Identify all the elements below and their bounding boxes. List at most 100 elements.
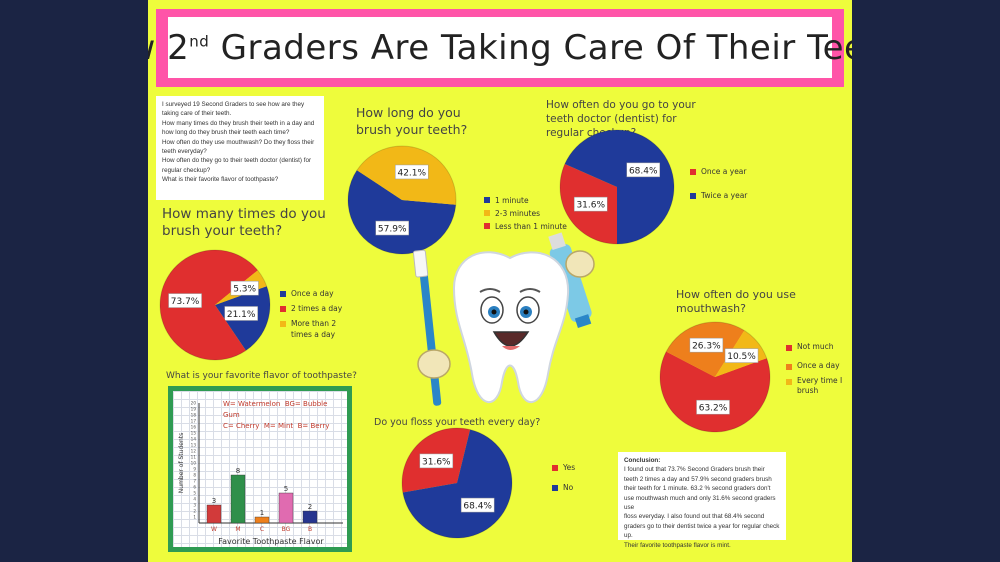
bar — [206, 504, 222, 524]
y-tick-label: 6 — [193, 485, 196, 490]
floss-legend: Yes No — [552, 458, 575, 498]
bar-value-label: 1 — [260, 509, 264, 517]
legend-item: Not much — [786, 342, 845, 352]
legend-swatch — [280, 321, 286, 327]
legend-swatch — [484, 210, 490, 216]
brush-duration-legend: 1 minute 2-3 minutes Less than 1 minute — [484, 194, 567, 233]
floss-pie: 31.6% 68.4% — [401, 427, 513, 539]
intro-line: What is their favorite flavor of toothpa… — [162, 176, 279, 184]
tooth-icon — [452, 251, 570, 403]
title-box: How 2nd Graders Are Taking Care Of Their… — [148, 17, 852, 78]
svg-text:73.7%: 73.7% — [171, 297, 200, 307]
pie-slice — [160, 250, 258, 360]
intro-line: I surveyed 19 Second Graders to see how … — [162, 101, 305, 118]
y-tick-label: 12 — [191, 449, 197, 454]
pie-value-label: 10.5% — [724, 348, 759, 363]
legend-swatch — [484, 197, 490, 203]
svg-text:5.3%: 5.3% — [233, 285, 256, 295]
pie-value-label: 68.4% — [626, 162, 661, 178]
legend-item: 2 times a day — [280, 303, 342, 314]
toothpaste-title: What is your favorite flavor of toothpas… — [166, 371, 357, 381]
intro-card: I surveyed 19 Second Graders to see how … — [156, 96, 324, 200]
poster: How 2nd Graders Are Taking Care Of Their… — [148, 0, 852, 562]
legend-item: More than 2 times a day — [280, 318, 342, 340]
x-tick-label: BG — [282, 526, 291, 533]
legend-item: 1 minute — [484, 194, 567, 207]
y-axis-label: Number of Students — [178, 433, 185, 493]
legend-item: Once a day — [786, 361, 845, 371]
svg-text:10.5%: 10.5% — [727, 352, 756, 362]
y-tick-label: 11 — [191, 455, 197, 460]
flavor-key-item: BG= Bubble Gum — [223, 400, 328, 419]
legend-item: Twice a year — [690, 184, 747, 208]
poster-title: How 2nd Graders Are Taking Care Of Their… — [148, 27, 852, 68]
legend-swatch — [280, 306, 286, 312]
legend-item: 2-3 minutes — [484, 207, 567, 220]
y-tick-label: 17 — [191, 419, 197, 424]
y-tick-label: 8 — [193, 473, 196, 478]
bar-value-label: 5 — [284, 485, 288, 493]
flavor-key-item: M= Mint — [263, 422, 294, 430]
hand-icon — [417, 250, 595, 379]
toothpaste-tube-icon — [548, 232, 592, 329]
pie-value-label: 31.6% — [573, 196, 608, 212]
toothpaste-bar-chart: 1234567891011121314151617181920Favorite … — [178, 401, 343, 546]
y-tick-label: 19 — [191, 407, 197, 412]
y-tick-label: 9 — [193, 467, 196, 472]
x-tick-label: M — [235, 526, 240, 533]
conclusion-line: Their favorite toothpaste flavor is mint… — [624, 541, 731, 549]
bar — [278, 492, 294, 524]
bar — [254, 516, 270, 524]
pie-value-label: 21.1% — [224, 306, 258, 321]
legend-swatch — [484, 223, 490, 229]
intro-line: How many times do they brush their teeth… — [162, 119, 315, 137]
pie-slice — [660, 351, 770, 432]
conclusion-line: I found out that 73.7% Second Graders br… — [624, 466, 772, 483]
legend-item: Every time I brush — [786, 376, 845, 396]
conclusion-line: floss everyday. I also found out that 68… — [624, 513, 780, 540]
svg-text:42.1%: 42.1% — [397, 168, 426, 178]
pie-slice — [564, 130, 674, 244]
mouthwash-pie: 63.2% 26.3% 10.5% — [659, 321, 771, 433]
svg-text:21.1%: 21.1% — [227, 310, 256, 320]
bar — [230, 474, 246, 524]
brush-times-pie: 21.1% 73.7% 5.3% — [159, 249, 271, 361]
brush-times-legend: Once a day 2 times a day More than 2 tim… — [280, 288, 342, 340]
x-tick-label: C — [260, 526, 264, 533]
y-tick-label: 1 — [193, 515, 196, 520]
legend-swatch — [552, 465, 558, 471]
conclusion-card: Conclusion: I found out that 73.7% Secon… — [618, 452, 786, 549]
x-axis-label: Favorite Toothpaste Flavor — [218, 537, 324, 546]
flavor-key-item: W= Watermelon — [223, 400, 281, 408]
conclusion-line: their teeth for 1 minute. 63.2 % second … — [624, 485, 776, 512]
y-tick-label: 4 — [193, 497, 196, 502]
pie-value-label: 42.1% — [395, 164, 429, 180]
x-tick-label: W — [211, 526, 217, 533]
brush-times-title: How many times do you brush your teeth? — [162, 206, 326, 239]
pie-value-label: 68.4% — [460, 497, 495, 513]
intro-line: How often do they go to their teeth doct… — [162, 157, 312, 174]
pie-value-label: 31.6% — [419, 453, 454, 469]
svg-text:31.6%: 31.6% — [422, 457, 451, 467]
y-tick-label: 20 — [191, 401, 197, 406]
pie-value-label: 57.9% — [375, 220, 409, 236]
bar-value-label: 2 — [308, 503, 312, 511]
mouthwash-legend: Not much Once a day Every time I brush — [786, 342, 845, 396]
title-banner: How 2nd Graders Are Taking Care Of Their… — [148, 9, 852, 87]
pie-value-label: 26.3% — [689, 337, 724, 353]
y-tick-label: 10 — [191, 461, 197, 466]
legend-item: No — [552, 478, 575, 498]
svg-text:57.9%: 57.9% — [378, 225, 407, 235]
dentist-legend: Once a year Twice a year — [690, 160, 747, 208]
pie-value-label: 63.2% — [696, 399, 730, 415]
y-tick-label: 7 — [193, 479, 196, 484]
pie-value-label: 5.3% — [230, 280, 259, 296]
legend-swatch — [280, 291, 286, 297]
y-tick-label: 18 — [191, 413, 197, 418]
svg-text:26.3%: 26.3% — [692, 342, 721, 352]
y-tick-label: 13 — [191, 443, 197, 448]
bar-value-label: 8 — [236, 467, 240, 475]
brush-duration-title: How long do you brush your teeth? — [356, 105, 468, 137]
legend-item: Less than 1 minute — [484, 220, 567, 233]
floss-title: Do you floss your teeth every day? — [374, 417, 541, 428]
